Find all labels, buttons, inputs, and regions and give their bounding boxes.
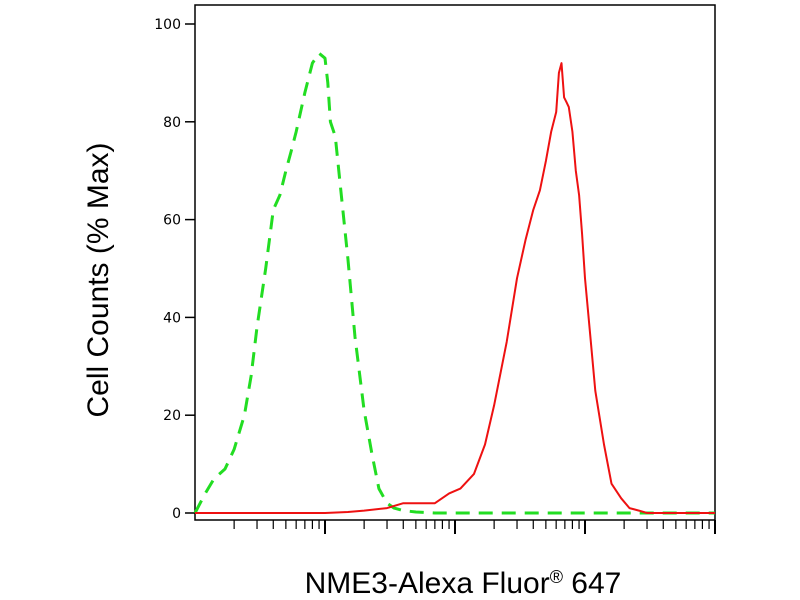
y-axis-ticks: 0 20 40 60 80 100 [154,17,195,522]
series-layer [193,51,715,515]
y-tick-label: 100 [154,17,181,33]
y-axis-label: Cell Counts (% Max) [82,142,115,417]
y-tick-label: 20 [163,408,181,424]
x-axis-label-suffix: 647 [563,567,621,600]
plot-frame [194,4,716,521]
x-axis-label: NME3-Alexa Fluor® 647 [305,567,622,600]
y-tick-label: 60 [163,213,181,229]
x-axis-label-superscript: ® [550,567,563,587]
x-axis-label-main: NME3-Alexa Fluor [305,567,550,600]
series-line-red-solid [195,62,715,514]
x-axis-ticks [233,520,716,534]
plot-border [194,4,716,521]
series-line-green-dashed [193,51,715,515]
y-tick-label: 0 [172,506,181,522]
y-tick-label: 80 [163,115,181,131]
y-tick-label: 40 [163,310,181,326]
